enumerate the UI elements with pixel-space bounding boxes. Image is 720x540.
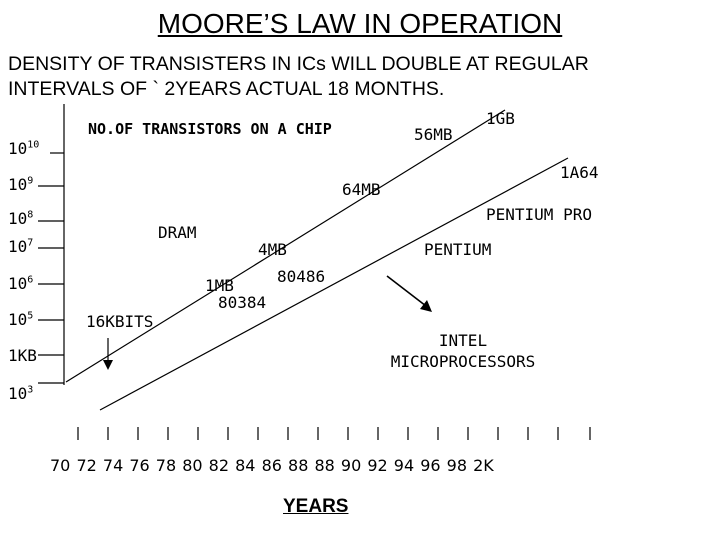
intel-series-label-line-2: MICROPROCESSORS (390, 352, 536, 371)
y-label-10-5: 105 (8, 310, 34, 329)
dram-point-64mb: 64MB (342, 180, 381, 199)
y-label-10-9: 109 (8, 175, 34, 194)
page-title: MOORE’S LAW IN OPERATION (157, 8, 563, 39)
intel-point-80486: 80486 (277, 267, 326, 286)
y-label-10-7: 107 (8, 237, 34, 256)
intel-point-80384: 80384 (218, 293, 267, 312)
intel-point-pentium-pro: PENTIUM PRO (486, 205, 592, 224)
arrow-down-icon (103, 360, 113, 370)
x-axis-ticks (77, 427, 591, 440)
intel-series-label: INTEL MICROPROCESSORS (371, 330, 555, 372)
chip-label: NO.OF TRANSISTORS ON A CHIP (88, 120, 332, 138)
x-axis-title: YEARS (283, 496, 349, 517)
arrow-diagonal-icon (420, 300, 432, 312)
x-axis-labels: 70 72 74 76 78 80 82 84 86 88 88 90 92 9… (50, 456, 494, 475)
y-label-10-10: 1010 (8, 139, 40, 158)
y-label-10-3: 103 (8, 384, 34, 403)
subtitle-line-2: INTERVALS OF ` 2YEARS ACTUAL 18 MONTHS. (8, 78, 445, 100)
dram-point-1gb: 1GB (486, 109, 515, 128)
y-label-1kb: 1KB (8, 346, 37, 365)
dram-point-16kbits: 16KBITS (86, 312, 154, 331)
intel-point-pentium: PENTIUM (424, 240, 492, 259)
intel-series-label-line-1: INTEL (438, 331, 488, 350)
y-label-10-8: 108 (8, 209, 34, 228)
y-label-10-6: 106 (8, 274, 34, 293)
intel-trend-line (99, 157, 569, 411)
subtitle-line-1: DENSITY OF TRANSISTERS IN ICs WILL DOUBL… (8, 53, 589, 75)
dram-point-1mb: 1MB (205, 276, 234, 295)
dram-trend-line (65, 109, 506, 383)
dram-series-label: DRAM (158, 223, 197, 242)
dram-point-4mb: 4MB (258, 240, 287, 259)
intel-point-1a64: 1A64 (560, 163, 599, 182)
subtitle: DENSITY OF TRANSISTERS IN ICs WILL DOUBL… (8, 52, 589, 102)
dram-point-56mb: 56MB (414, 125, 453, 144)
